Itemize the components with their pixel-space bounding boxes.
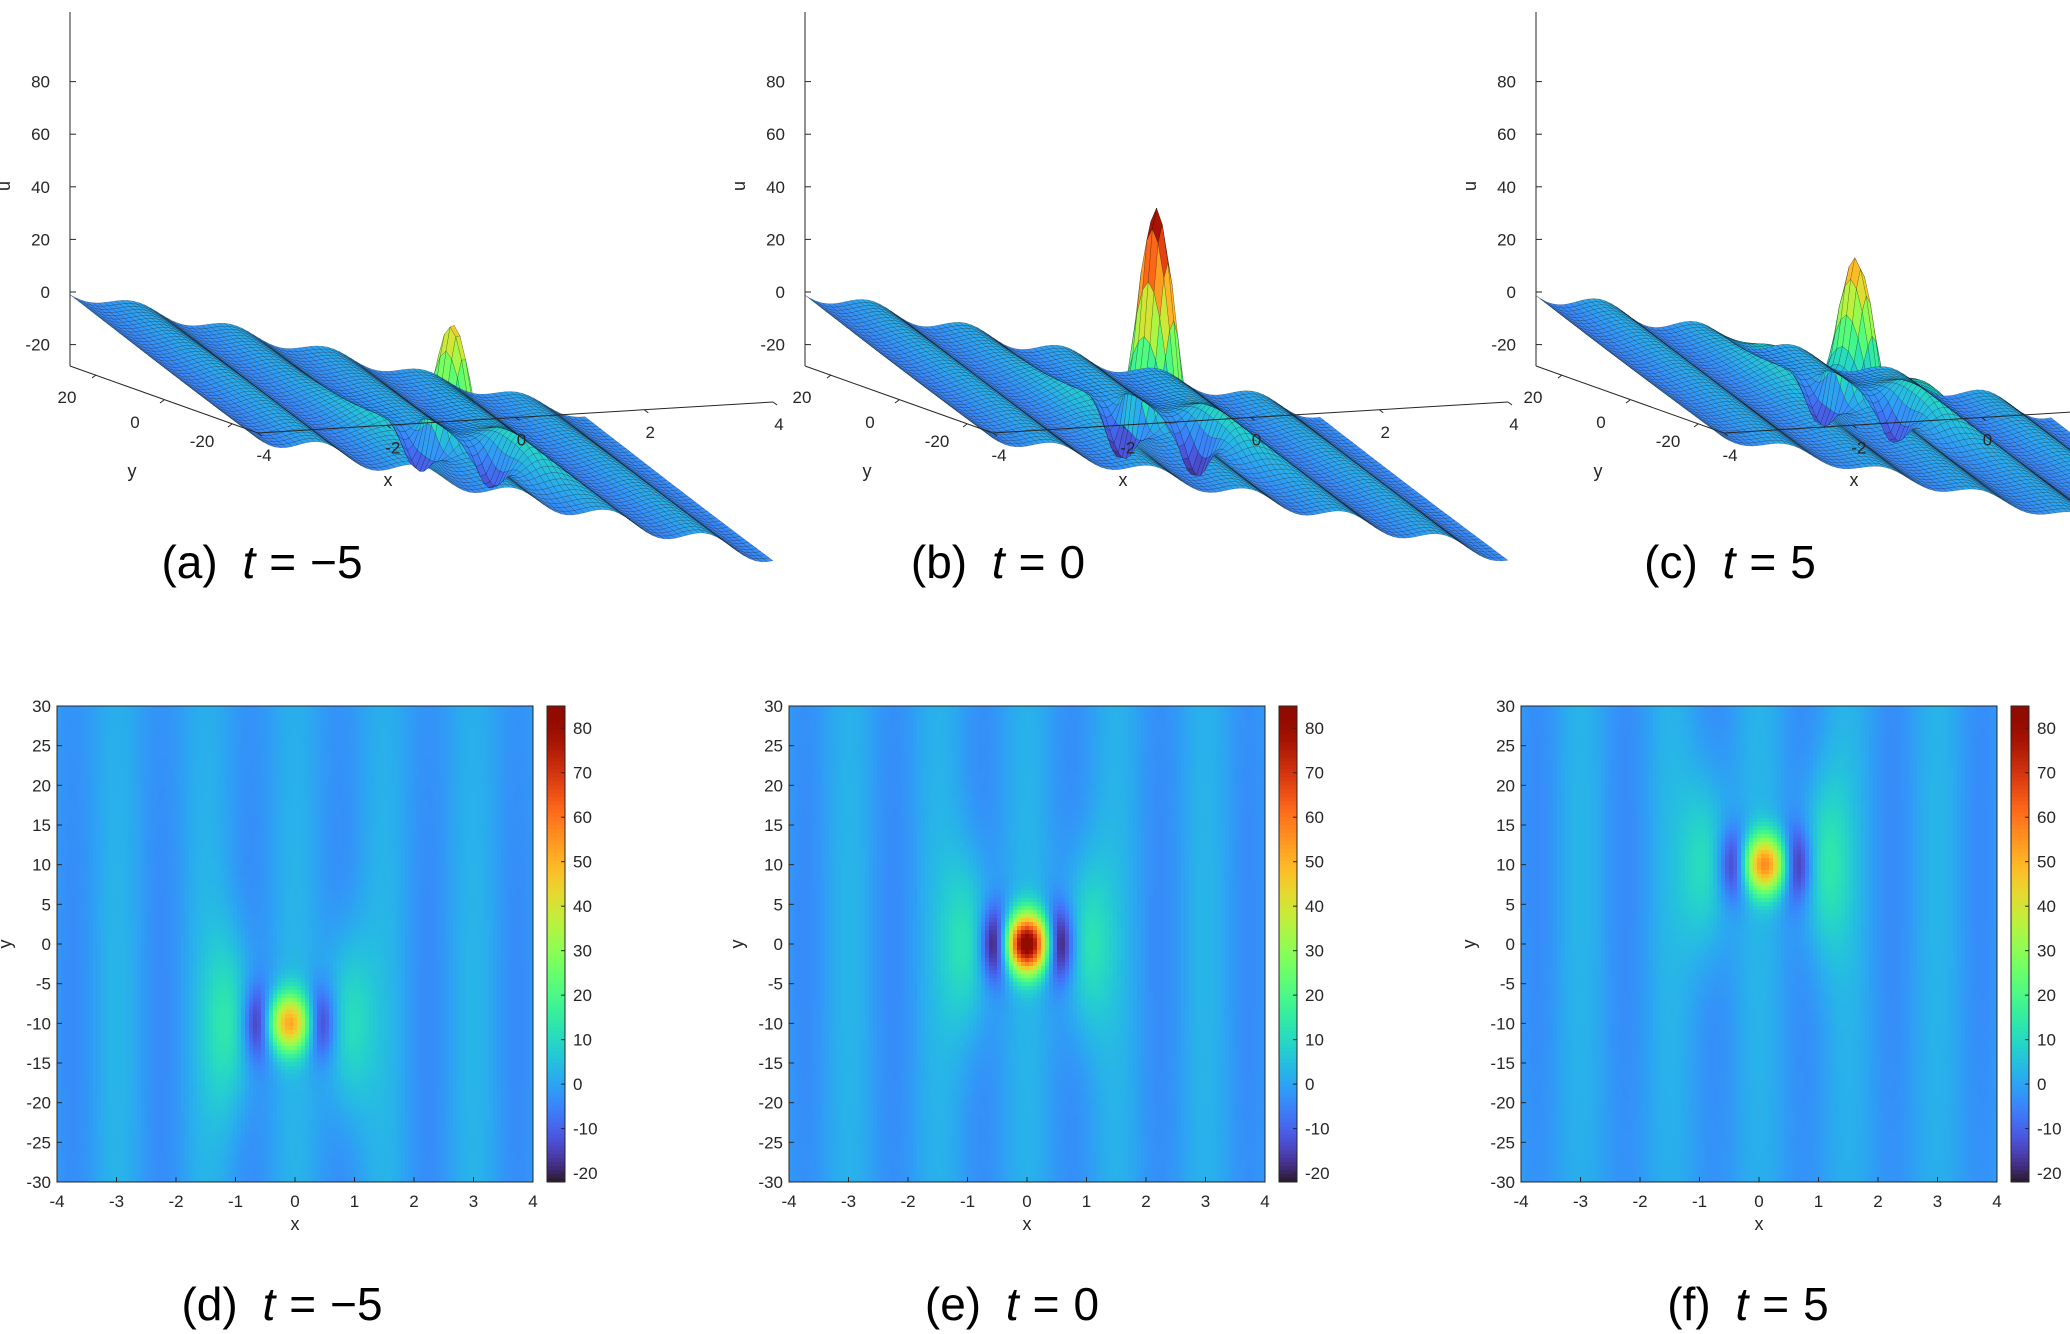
z-tick-label: -20 [25, 336, 50, 355]
z-axis: 80 60 40 20 0 -20 u [0, 12, 76, 366]
z-tick-label: 40 [31, 178, 50, 197]
z-axis-label: u [0, 181, 14, 191]
surface-mesh [70, 295, 773, 562]
z-tick-label: 60 [31, 125, 50, 144]
z-tick-label: 20 [31, 230, 50, 249]
z-tick-label: 80 [31, 73, 50, 92]
z-tick-label: 0 [41, 283, 50, 302]
